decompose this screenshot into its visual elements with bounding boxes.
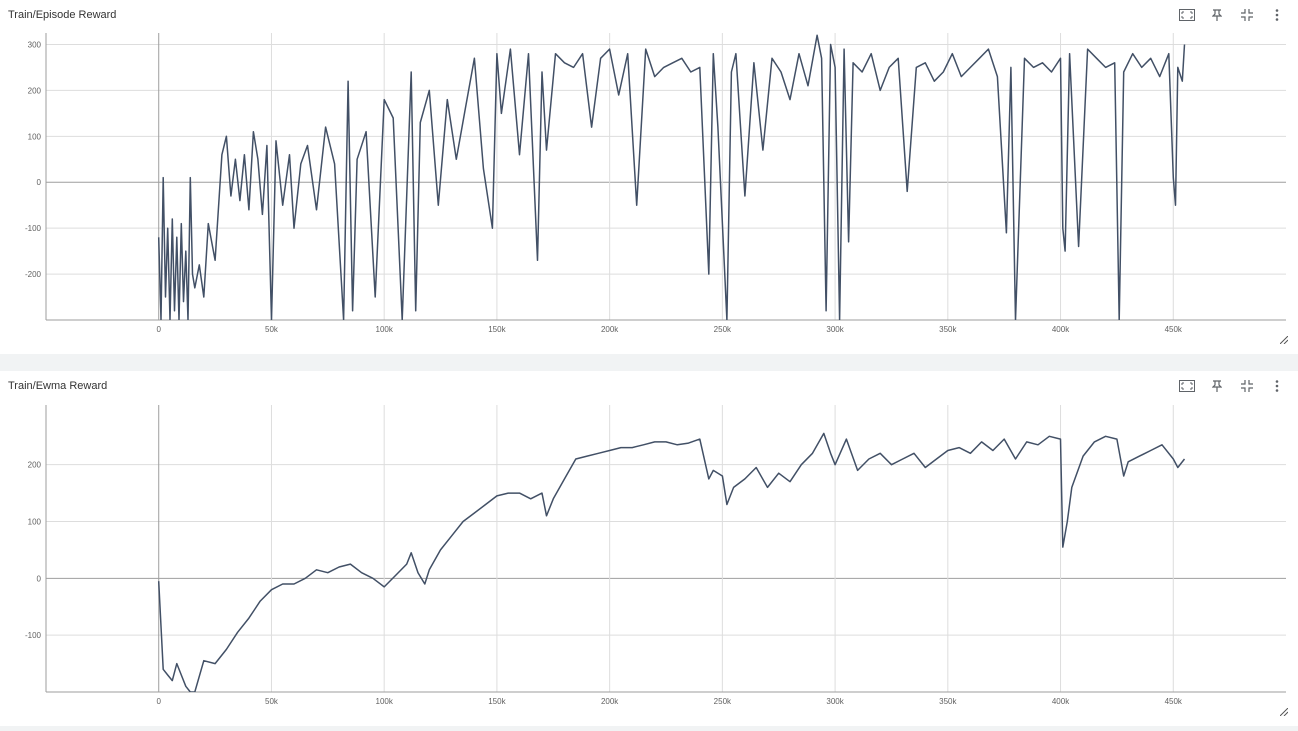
collapse-icon[interactable] [1232,5,1262,25]
chart-toolbar [1172,5,1292,25]
y-tick-label: 0 [37,574,42,583]
x-tick-label: 50k [265,325,279,334]
y-tick-label: -200 [25,270,42,279]
series-line[interactable] [157,432,1186,692]
x-tick-label: 50k [265,697,279,706]
x-tick-label: 0 [157,697,162,706]
collapse-icon[interactable] [1232,376,1262,396]
y-tick-label: 300 [28,40,42,49]
chart-toolbar [1172,376,1292,396]
x-tick-label: 400k [1052,325,1070,334]
fit-domain-icon[interactable] [1172,376,1202,396]
series-line[interactable] [157,34,1186,320]
fit-domain-icon[interactable] [1172,5,1202,25]
y-tick-label: 100 [28,518,42,527]
y-tick-label: 100 [28,132,42,141]
x-tick-label: 150k [488,325,506,334]
x-tick-label: 300k [826,325,844,334]
chart-title: Train/Ewma Reward [8,380,108,392]
x-tick-label: 100k [376,697,394,706]
resize-handle-icon[interactable] [1280,336,1288,344]
y-tick-label: 200 [28,86,42,95]
x-tick-label: 250k [714,325,732,334]
chart-card-episode-reward: Train/Episode Reward -200 -100 0 100 200 300 0… [0,0,1298,354]
more-vert-icon[interactable] [1262,5,1292,25]
x-tick-label: 100k [376,325,394,334]
x-tick-label: 200k [601,325,619,334]
x-tick-label: 350k [939,325,957,334]
x-tick-label: 450k [1165,697,1183,706]
x-tick-label: 400k [1052,697,1070,706]
line-chart-episode-reward[interactable]: -200 -100 0 100 200 300 0 50k 100k 150k 200k 250k 30… [0,0,1298,354]
x-tick-label: 150k [488,697,506,706]
y-tick-label: -100 [25,224,42,233]
chart-title: Train/Episode Reward [8,9,117,21]
chart-card-ewma-reward: Train/Ewma Reward -100 0 100 200 0 50k 100k 150… [0,371,1298,726]
y-tick-label: -100 [25,631,42,640]
y-tick-label: 0 [37,178,42,187]
x-tick-label: 350k [939,697,957,706]
x-tick-label: 250k [714,697,732,706]
x-tick-label: 0 [157,325,162,334]
x-tick-label: 300k [826,697,844,706]
y-tick-label: 200 [28,461,42,470]
x-tick-label: 200k [601,697,619,706]
resize-handle-icon[interactable] [1280,708,1288,716]
pin-icon[interactable] [1202,5,1232,25]
line-chart-ewma-reward[interactable]: -100 0 100 200 0 50k 100k 150k 200k 250k 300k 350k 4… [0,371,1298,726]
x-tick-label: 450k [1165,325,1183,334]
more-vert-icon[interactable] [1262,376,1292,396]
pin-icon[interactable] [1202,376,1232,396]
